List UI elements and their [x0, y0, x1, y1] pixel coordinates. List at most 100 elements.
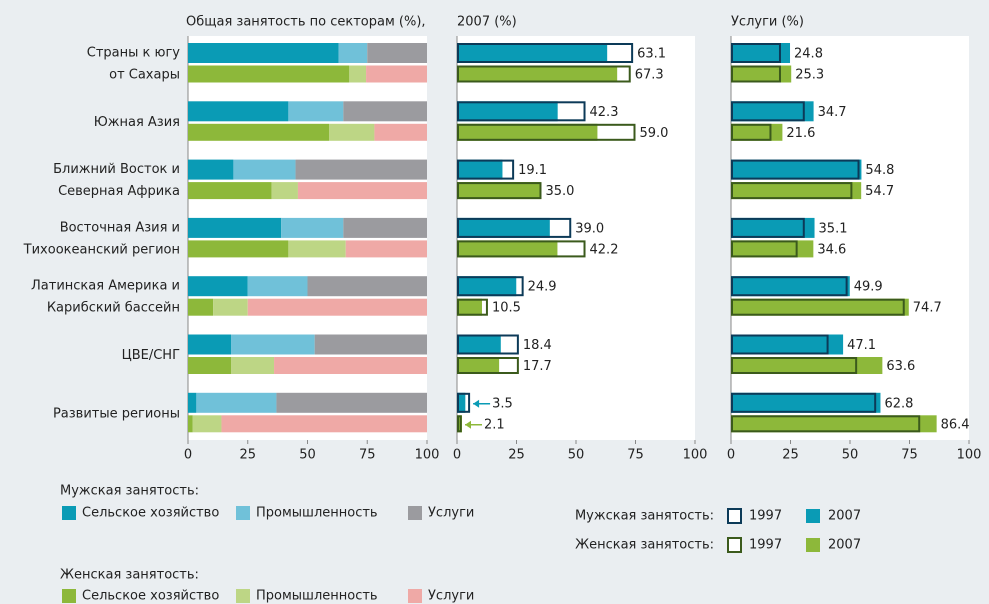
- bar-1997: [731, 43, 781, 63]
- value-label: 2.1: [484, 417, 505, 432]
- stacked-bar: [345, 240, 427, 258]
- legend-swatch: [408, 506, 422, 520]
- value-label: 63.1: [637, 47, 666, 62]
- category-label: Карибский бассейн: [47, 301, 180, 316]
- bar-1997: [457, 43, 634, 63]
- value-label: 21.6: [786, 126, 815, 141]
- stacked-bar: [188, 159, 234, 180]
- legend-title: Женская занятость:: [575, 538, 714, 553]
- stacked-bar: [271, 182, 298, 200]
- x-tick-label: 75: [901, 448, 918, 463]
- stacked-bar: [349, 65, 367, 83]
- stacked-bar: [247, 298, 427, 316]
- value-label: 54.7: [865, 184, 894, 199]
- legend-swatch: [408, 589, 422, 603]
- stacked-bar: [188, 415, 193, 433]
- bar-2007: [731, 392, 881, 413]
- x-tick-label: 75: [359, 448, 376, 463]
- stacked-bar: [274, 357, 427, 374]
- x-tick-label: 50: [568, 448, 585, 463]
- legend-swatch: [236, 589, 250, 603]
- stacked-bar: [188, 65, 350, 83]
- value-label: 49.9: [854, 280, 883, 295]
- value-label: 3.5: [492, 396, 513, 411]
- bar-1997: [457, 217, 572, 238]
- stacked-bar: [192, 415, 222, 433]
- bar-2007: [457, 276, 517, 297]
- legend-label: 2007: [828, 509, 861, 524]
- legend-title: Мужская занятость:: [60, 484, 199, 499]
- stacked-bar: [188, 43, 339, 63]
- stacked-bar: [329, 123, 375, 141]
- bar-2007: [731, 240, 814, 258]
- bar-1997: [731, 217, 805, 238]
- bar-2007: [457, 182, 541, 200]
- value-label: 18.4: [523, 338, 552, 353]
- bar-2007: [731, 217, 815, 238]
- bar-1997: [457, 392, 471, 413]
- stacked-bar: [188, 357, 232, 374]
- legend-title: Мужская занятость:: [575, 509, 714, 524]
- label-arrowhead: [464, 420, 471, 429]
- bar-1997: [457, 334, 519, 355]
- x-tick-label: 25: [239, 448, 256, 463]
- legend-title: Женская занятость:: [60, 568, 199, 583]
- bar-1997: [731, 415, 921, 433]
- bar-1997: [457, 101, 586, 122]
- legend-swatch-2007: [806, 509, 820, 523]
- value-label: 35.0: [545, 184, 574, 199]
- category-label: Ближний Восток и: [53, 162, 180, 177]
- stacked-bar: [188, 276, 248, 297]
- stacked-bar: [188, 334, 232, 355]
- bar-1997: [731, 182, 853, 200]
- stacked-bar: [247, 276, 308, 297]
- x-tick-label: 25: [782, 448, 799, 463]
- category-label: ЦВЕ/СНГ: [122, 348, 180, 363]
- value-label: 74.7: [913, 301, 942, 316]
- plot-area: [731, 36, 969, 440]
- bar-2007: [731, 43, 791, 63]
- label-arrowhead: [473, 399, 480, 408]
- legend-label: Услуги: [428, 589, 474, 604]
- bar-1997: [731, 101, 805, 122]
- category-label: Восточная Азия и: [60, 220, 180, 235]
- stacked-bar: [231, 334, 315, 355]
- category-label: Латинская Америка и: [31, 279, 180, 294]
- bar-1997: [731, 65, 781, 83]
- value-label: 10.5: [492, 301, 521, 316]
- stacked-bar: [188, 101, 289, 122]
- value-label: 63.6: [886, 359, 915, 374]
- value-label: 24.8: [794, 47, 823, 62]
- stacked-bar: [196, 392, 277, 413]
- value-label: 42.2: [590, 242, 619, 257]
- bar-2007: [457, 101, 558, 122]
- category-label: от Сахары: [109, 68, 180, 83]
- value-label: 59.0: [640, 126, 669, 141]
- value-label: 17.7: [523, 359, 552, 374]
- bar-2007: [731, 298, 909, 316]
- value-label: 42.3: [590, 105, 619, 120]
- legend-label: Промышленность: [256, 506, 378, 521]
- legend-label: Промышленность: [256, 589, 378, 604]
- value-label: 39.0: [575, 221, 604, 236]
- stacked-bar: [367, 43, 427, 63]
- stacked-bar: [188, 182, 272, 200]
- x-tick-label: 0: [453, 448, 461, 463]
- bar-1997: [457, 182, 542, 200]
- bar-1997: [731, 123, 772, 141]
- bar-1997: [731, 357, 858, 374]
- bar-1997: [457, 159, 515, 180]
- bar-2007: [457, 298, 482, 316]
- bar-2007: [731, 334, 844, 355]
- stacked-bar: [366, 65, 427, 83]
- value-label: 67.3: [635, 68, 664, 83]
- plot-area: [188, 36, 427, 440]
- stacked-bar: [188, 298, 214, 316]
- x-tick-label: 0: [184, 448, 192, 463]
- bar-1997: [457, 65, 631, 83]
- stacked-bar: [297, 182, 427, 200]
- x-tick-label: 50: [842, 448, 859, 463]
- stacked-bar: [188, 123, 330, 141]
- x-tick-label: 100: [415, 448, 440, 463]
- legend-label: Услуги: [428, 506, 474, 521]
